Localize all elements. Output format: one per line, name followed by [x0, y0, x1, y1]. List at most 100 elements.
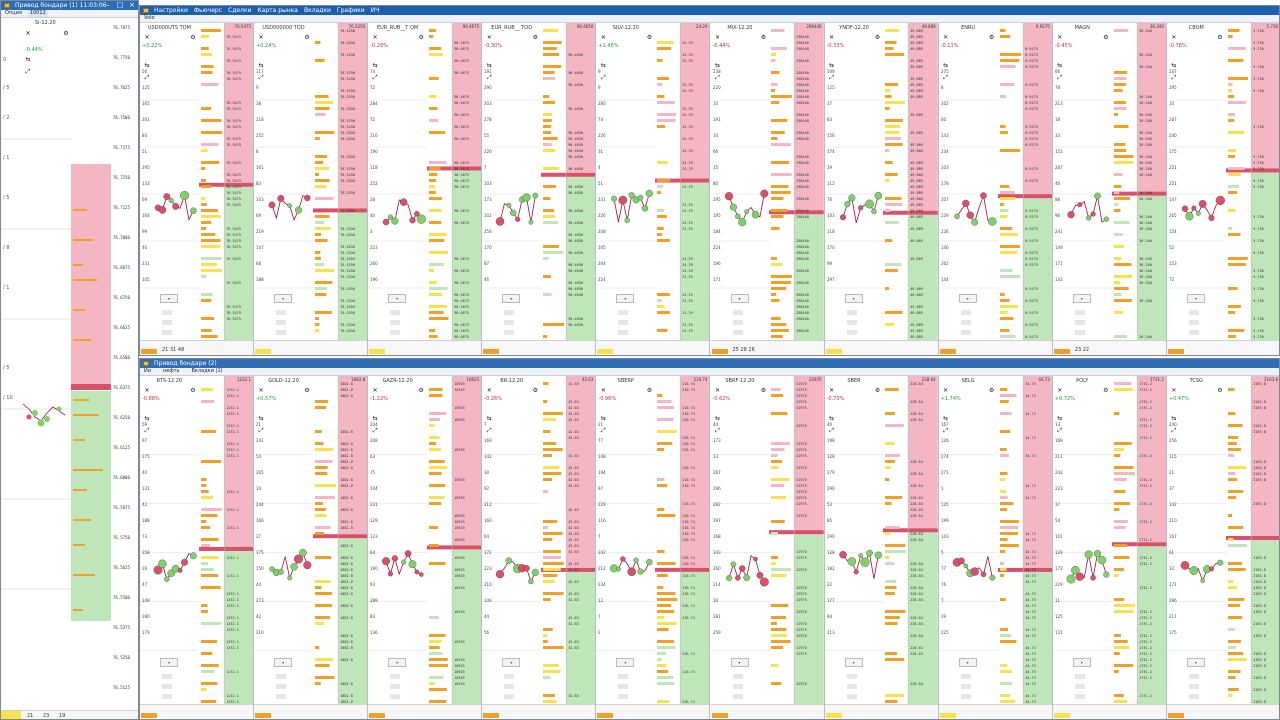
chart-icon[interactable]: ⤢: [486, 74, 492, 81]
close-icon[interactable]: ✕: [1057, 34, 1063, 41]
quantity-preset-button[interactable]: [504, 674, 515, 679]
quantity-preset-button[interactable]: [618, 684, 629, 689]
close-icon[interactable]: ✕: [258, 387, 264, 394]
close-icon[interactable]: ✕: [1171, 387, 1177, 394]
quantity-preset-button[interactable]: [732, 310, 743, 315]
settings-icon[interactable]: ⚙: [418, 34, 424, 41]
chart-icon[interactable]: ⤢: [258, 427, 264, 434]
bottom-window-titlebar[interactable]: Привод бондари (2): [140, 359, 1279, 368]
quantity-preset-button[interactable]: [1188, 330, 1199, 335]
quantity-preset-button[interactable]: [390, 674, 401, 679]
top-menu-item[interactable]: Графики: [336, 7, 365, 14]
link-icon[interactable]: ⇆: [25, 56, 31, 63]
chart-icon[interactable]: ⤢: [715, 74, 720, 81]
link-icon[interactable]: ⇆: [600, 415, 606, 422]
quantity-preset-button[interactable]: [1074, 694, 1085, 699]
link-icon[interactable]: ⇆: [943, 415, 949, 422]
quantity-preset-button[interactable]: [162, 320, 172, 325]
close-icon[interactable]: ✕: [144, 34, 150, 41]
quantity-preset-button[interactable]: [846, 674, 857, 679]
settings-icon[interactable]: ⚙: [532, 34, 538, 41]
settings-icon[interactable]: ⚙: [1103, 34, 1109, 41]
lot-size-select[interactable]: ▾: [1072, 658, 1091, 667]
quantity-preset-button[interactable]: [162, 694, 172, 699]
settings-icon[interactable]: ⚙: [874, 34, 881, 41]
quantity-preset-button[interactable]: [276, 310, 287, 315]
chart-icon[interactable]: ⤢: [372, 74, 378, 81]
chart-icon[interactable]: ⤢: [1171, 74, 1177, 81]
link-icon[interactable]: ⇆: [943, 62, 949, 69]
lot-size-select[interactable]: ▾: [1186, 658, 1205, 667]
link-icon[interactable]: ⇆: [714, 62, 721, 69]
quantity-preset-button[interactable]: [390, 310, 401, 315]
close-icon[interactable]: ✕: [829, 34, 835, 41]
settings-icon[interactable]: ⚙: [418, 387, 424, 394]
quantity-preset-button[interactable]: [1074, 310, 1085, 315]
settings-icon[interactable]: ⚙: [874, 387, 881, 394]
top-menu-item[interactable]: Вкладки: [303, 7, 331, 14]
chart-icon[interactable]: ⤢: [1057, 427, 1063, 434]
lot-size-select[interactable]: ▾: [274, 294, 293, 303]
chart-icon[interactable]: ⤢: [1057, 74, 1063, 81]
lot-size-select[interactable]: ▾: [844, 658, 863, 667]
quantity-preset-button[interactable]: [390, 320, 401, 325]
quantity-preset-button[interactable]: [276, 694, 287, 699]
quantity-preset-button[interactable]: [960, 330, 971, 335]
toolbar-option[interactable]: Опция: [5, 10, 22, 16]
link-icon[interactable]: ⇆: [1057, 415, 1063, 422]
quantity-preset-button[interactable]: [390, 330, 401, 335]
close-icon[interactable]: ✕: [144, 387, 150, 394]
chart-icon[interactable]: ⤢: [144, 427, 150, 434]
close-icon[interactable]: ✕: [714, 387, 721, 394]
settings-icon[interactable]: ⚙: [760, 387, 767, 394]
close-icon[interactable]: ✕: [943, 34, 949, 41]
quantity-preset-button[interactable]: [618, 674, 629, 679]
quantity-preset-button[interactable]: [1074, 674, 1085, 679]
lot-size-select[interactable]: ▾: [388, 294, 407, 303]
settings-icon[interactable]: ⚙: [988, 34, 995, 41]
minimize-icon[interactable]: –: [106, 1, 110, 9]
settings-icon[interactable]: ⚙: [1217, 387, 1223, 394]
close-icon[interactable]: ✕: [829, 387, 835, 394]
chart-icon[interactable]: ⤢: [372, 427, 378, 434]
link-icon[interactable]: ⇆: [829, 62, 835, 69]
lot-size-select[interactable]: ▾: [1186, 294, 1205, 303]
link-icon[interactable]: ⇆: [714, 415, 721, 422]
close-icon[interactable]: ✕: [600, 387, 606, 394]
link-icon[interactable]: ⇆: [372, 62, 378, 69]
quantity-preset-button[interactable]: [1074, 684, 1085, 689]
quantity-preset-button[interactable]: [276, 684, 287, 689]
bottom-menu-item[interactable]: Вкладки (1): [191, 368, 223, 374]
quantity-preset-button[interactable]: [162, 684, 172, 689]
quantity-preset-button[interactable]: [504, 330, 515, 335]
chart-icon[interactable]: ⤢: [600, 427, 606, 434]
top-orderbook-window[interactable]: Настройки Фьючерс Сделки Карта рынка Вкладки…: [139, 5, 1280, 356]
chart-icon[interactable]: ⤢: [25, 68, 31, 75]
lot-size-select[interactable]: ▾: [502, 294, 521, 303]
top-menu-item[interactable]: Карта рынка: [257, 7, 298, 14]
quantity-preset-button[interactable]: [732, 330, 743, 335]
quantity-preset-button[interactable]: [732, 684, 743, 689]
settings-icon[interactable]: ⚙: [190, 387, 196, 394]
lot-size-select[interactable]: ▾: [958, 294, 977, 303]
link-icon[interactable]: ⇆: [258, 62, 264, 69]
quantity-preset-button[interactable]: [732, 320, 743, 325]
close-icon[interactable]: ✕: [1171, 34, 1177, 41]
lot-size-select[interactable]: ▾: [160, 294, 178, 303]
quantity-preset-button[interactable]: [846, 684, 857, 689]
lot-size-select[interactable]: ▾: [388, 658, 407, 667]
link-icon[interactable]: ⇆: [144, 415, 150, 422]
quantity-preset-button[interactable]: [162, 674, 172, 679]
settings-icon[interactable]: ⚙: [1103, 387, 1109, 394]
bottom-menu-item[interactable]: Ии: [144, 368, 151, 374]
chart-icon[interactable]: ⤢: [829, 74, 834, 81]
settings-icon[interactable]: ⚙: [532, 387, 538, 394]
close-icon[interactable]: ✕: [372, 387, 378, 394]
quantity-preset-button[interactable]: [162, 310, 172, 315]
link-icon[interactable]: ⇆: [600, 62, 606, 69]
top-menu-item[interactable]: Настройки: [154, 7, 188, 14]
link-icon[interactable]: ⇆: [1057, 62, 1063, 69]
quantity-preset-button[interactable]: [1188, 674, 1199, 679]
lot-size-select[interactable]: ▾: [160, 658, 178, 667]
settings-icon[interactable]: ⚙: [63, 30, 69, 37]
